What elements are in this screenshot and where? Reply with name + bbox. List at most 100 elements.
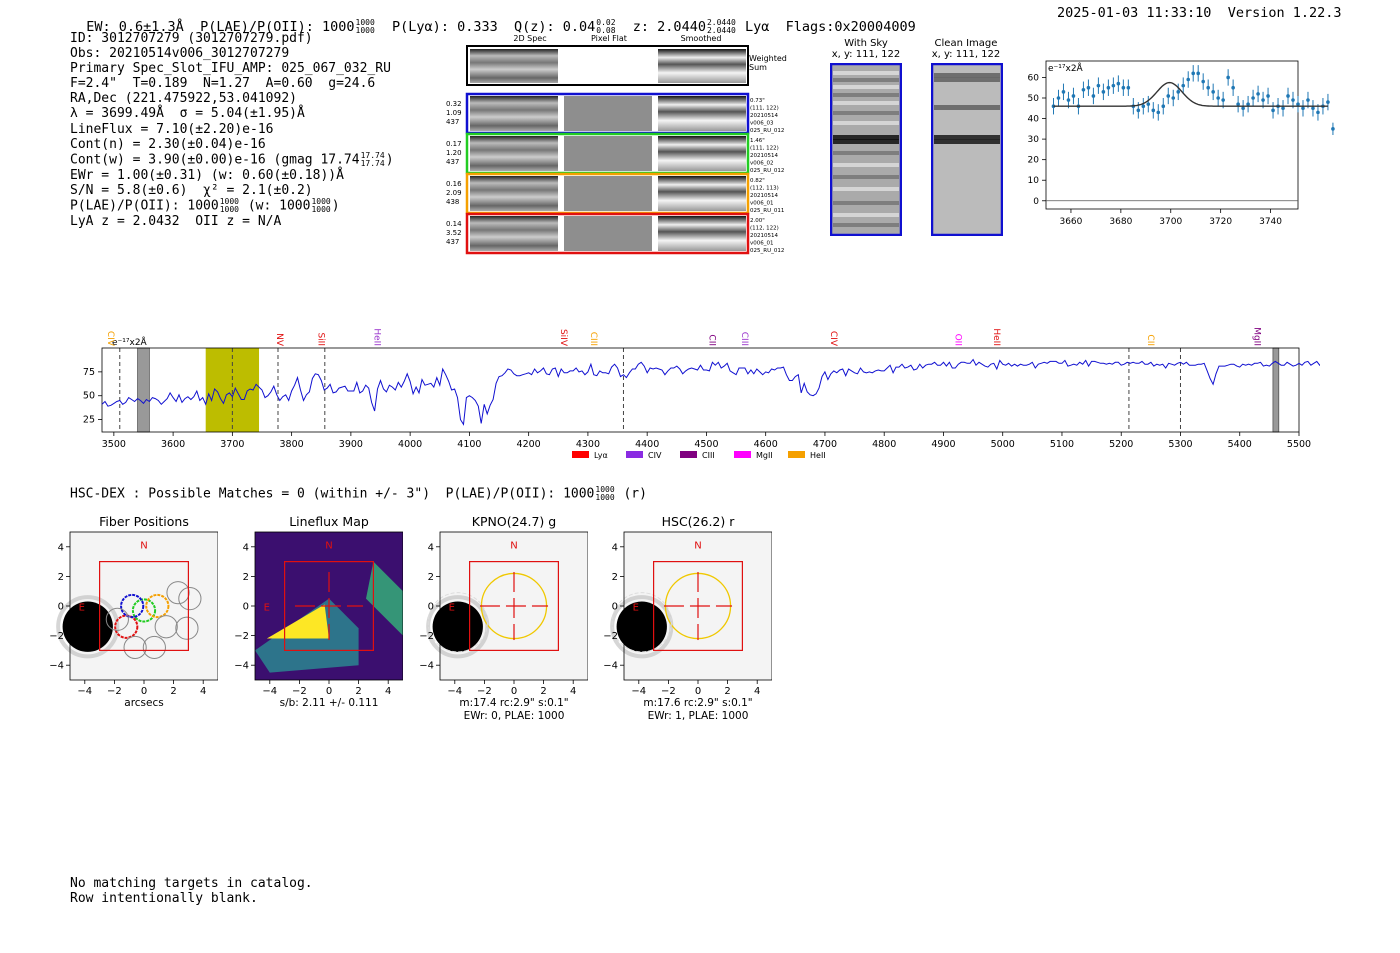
cutout-weight-label: 0.16 bbox=[446, 180, 462, 188]
zoom-ytick-label: 60 bbox=[1028, 73, 1040, 83]
fiber-circle bbox=[154, 615, 178, 639]
panel-ytick-label: −2 bbox=[234, 631, 249, 642]
line-id-label: OII bbox=[952, 334, 962, 346]
panel-ytick-label: 4 bbox=[612, 542, 618, 553]
panel-xtick-label: 2 bbox=[355, 686, 361, 697]
sky-stripe bbox=[833, 213, 899, 217]
line-id-label: MgII bbox=[1252, 327, 1262, 346]
zoom-point bbox=[1066, 98, 1071, 102]
sky-stripe bbox=[833, 139, 899, 144]
zoom-point bbox=[1241, 106, 1245, 111]
spectrum-plot-frame bbox=[101, 347, 1300, 433]
clean-image-xy: x, y: 111, 122 bbox=[931, 49, 1001, 60]
search-box bbox=[652, 560, 744, 652]
panel-ytick-label: 0 bbox=[612, 602, 618, 613]
zoom-fit-chart: e⁻¹⁷x2Å 3660 3680 3700 3720 3740 0 10 20 30 40 50 6… bbox=[1028, 60, 1335, 227]
panel-ytick-label: 2 bbox=[428, 572, 434, 583]
panel-title: KPNO(24.7) g bbox=[472, 514, 556, 529]
sky-stripe bbox=[833, 135, 899, 140]
header-z-line: Lyα bbox=[745, 19, 770, 35]
fiber-circle bbox=[131, 598, 157, 623]
panel-subtitle: EWr: 0, PLAE: 1000 bbox=[464, 710, 565, 722]
zoom-point bbox=[1111, 83, 1116, 88]
footer-line-2: Row intentionally blank. bbox=[70, 891, 258, 906]
panel-ytick-label: −2 bbox=[49, 631, 64, 642]
zoom-point bbox=[1216, 96, 1220, 100]
spectrum-xtick-label: 4100 bbox=[457, 439, 481, 450]
zoom-point bbox=[1186, 77, 1191, 82]
full-spectrum-chart: e⁻¹⁷x2Å CIV NV SiII HeII SiIV CIII CII CIII CIV O… bbox=[83, 327, 1320, 460]
legend-label: Lyα bbox=[594, 451, 608, 460]
spectrum-xtick-label: 4900 bbox=[931, 439, 955, 450]
zoom-point bbox=[1081, 87, 1086, 92]
lineflux-peak bbox=[266, 604, 329, 639]
zoom-point bbox=[1326, 100, 1330, 104]
zoom-ytick-label: 10 bbox=[1028, 176, 1040, 186]
masked-region bbox=[137, 347, 150, 433]
panel-xlabel: m:17.6 rc:2.9" s:0.1" bbox=[643, 697, 752, 709]
panel-xtick-label: 4 bbox=[570, 686, 576, 697]
zoom-point bbox=[1166, 94, 1171, 98]
sky-stripe bbox=[833, 163, 899, 167]
zoom-xtick-label: 3740 bbox=[1259, 217, 1282, 227]
sky-stripe bbox=[833, 78, 899, 82]
sky-stripe bbox=[833, 151, 899, 155]
panel-ytick-label: 0 bbox=[428, 602, 434, 613]
plae-w-fraction: 1000 1000 bbox=[311, 197, 331, 214]
sky-stripe bbox=[833, 187, 899, 191]
spectrum-ytick-label: 75 bbox=[83, 367, 95, 378]
header-z-fraction: 2.0440 2.0440 bbox=[707, 19, 736, 35]
catalog-ellipse bbox=[611, 592, 672, 653]
zoom-point bbox=[1056, 96, 1061, 100]
clean-stripe bbox=[934, 139, 1000, 144]
line-id-label: CIII bbox=[739, 332, 749, 346]
panel-xlabel: m:17.4 rc:2.9" s:0.1" bbox=[459, 697, 568, 709]
line-id-label: HeII bbox=[991, 328, 1001, 346]
cutout-weight-label: 437 bbox=[446, 158, 459, 166]
header-plya: P(Lyα): 0.333 bbox=[392, 19, 498, 35]
panel-title: Fiber Positions bbox=[99, 514, 189, 529]
cutout-pixel-flat bbox=[564, 176, 652, 211]
plae-w-text: (w: 1000 bbox=[247, 198, 311, 214]
clean-image-label: Clean Image bbox=[934, 38, 998, 49]
cutout-weight-label: 0.32 bbox=[446, 100, 462, 108]
zoom-point bbox=[1251, 96, 1255, 100]
search-box bbox=[98, 560, 190, 652]
spectrum-xtick-label: 4500 bbox=[694, 439, 718, 450]
zoom-point bbox=[1266, 94, 1270, 98]
cutout-fiber-label: 025_RU_011 bbox=[750, 208, 784, 214]
cutout-fiber-label: 025_RU_012 bbox=[750, 168, 784, 174]
spectrum-xtick-label: 5100 bbox=[1050, 439, 1074, 450]
cutout-fiber-label: 1.46" bbox=[750, 138, 765, 144]
info-contn: Cont(n) = 2.30(±0.04)e-16 bbox=[70, 136, 266, 152]
cutout-pixel-flat bbox=[564, 136, 652, 171]
zoom-ytick-label: 50 bbox=[1028, 94, 1040, 104]
contw-text: Cont(w) = 3.90(±0.00)e-16 (gmag 17.74 bbox=[70, 152, 360, 168]
with-sky-image bbox=[830, 63, 902, 236]
hsc-fraction: 1000 1000 bbox=[595, 486, 614, 502]
zoom-point bbox=[1091, 94, 1096, 98]
sky-stripe bbox=[833, 85, 899, 89]
frac-lo: 1000 bbox=[355, 26, 375, 35]
zoom-gaussian-fit bbox=[1053, 81, 1328, 107]
col-smoothed: Smoothed bbox=[681, 34, 722, 43]
spectrum-xtick-label: 5000 bbox=[991, 439, 1015, 450]
legend-swatch bbox=[680, 451, 697, 458]
panel-xtick-label: 2 bbox=[540, 686, 546, 697]
cutout-smoothed bbox=[658, 176, 746, 211]
cutout-weight-label: 1.20 bbox=[446, 149, 462, 157]
info-fit: F=2.4" T=0.189 N=1.27 A=0.60 g=24.6 bbox=[70, 76, 376, 92]
search-box bbox=[468, 560, 560, 652]
zoom-point bbox=[1291, 98, 1295, 102]
frac-lo: 1000 bbox=[311, 204, 331, 214]
zoom-point bbox=[1071, 94, 1076, 98]
info-primary: Primary Spec_Slot_IFU_AMP: 025_067_032_R… bbox=[70, 61, 391, 77]
zoom-point bbox=[1201, 79, 1205, 84]
header-version: Version 1.22.3 bbox=[1227, 5, 1342, 21]
cutout-fiber-label: 20210514 bbox=[750, 193, 778, 199]
zoom-ytick-label: 30 bbox=[1028, 135, 1040, 145]
info-sn: S/N = 5.8(±0.6) χ² = 2.1(±0.2) bbox=[70, 182, 313, 198]
spectrum-xtick-label: 4000 bbox=[398, 439, 422, 450]
cutout-2d-spec bbox=[470, 176, 558, 211]
frac-lo: 1000 bbox=[219, 204, 239, 214]
